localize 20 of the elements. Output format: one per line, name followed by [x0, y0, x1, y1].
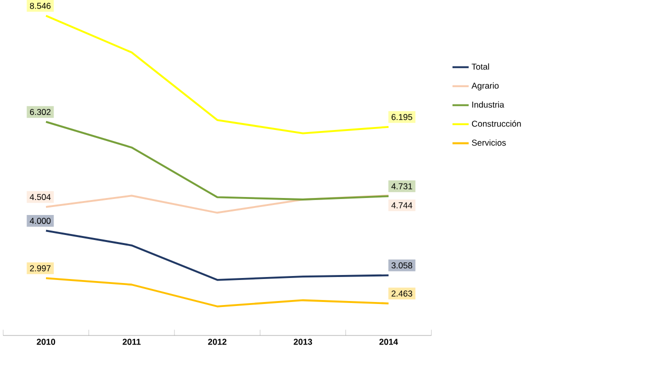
legend-label: Agrario [472, 82, 499, 90]
legend-label: Servicios [472, 139, 506, 146]
x-tick-label: 2010 [36, 338, 56, 345]
x-tick-label: 2014 [379, 338, 398, 345]
data-label: 4.731 [391, 183, 412, 190]
data-label: 8.546 [30, 2, 51, 9]
data-label: 3.058 [392, 262, 412, 268]
legend-label: Total [472, 63, 489, 70]
data-label: 2.997 [30, 265, 51, 272]
data-label: 6.195 [392, 114, 412, 120]
legend-label: Industria [472, 101, 504, 108]
data-label: 6.302 [30, 108, 51, 115]
data-label: 4.744 [391, 202, 412, 208]
data-label: 4.504 [30, 194, 51, 200]
x-tick-label: 2011 [122, 338, 141, 345]
data-label: 4.000 [30, 218, 51, 224]
x-tick-label: 2013 [294, 338, 312, 345]
data-label: 2.463 [392, 290, 412, 296]
legend-label: Construcción [472, 120, 521, 127]
x-tick-label: 2012 [208, 338, 226, 345]
